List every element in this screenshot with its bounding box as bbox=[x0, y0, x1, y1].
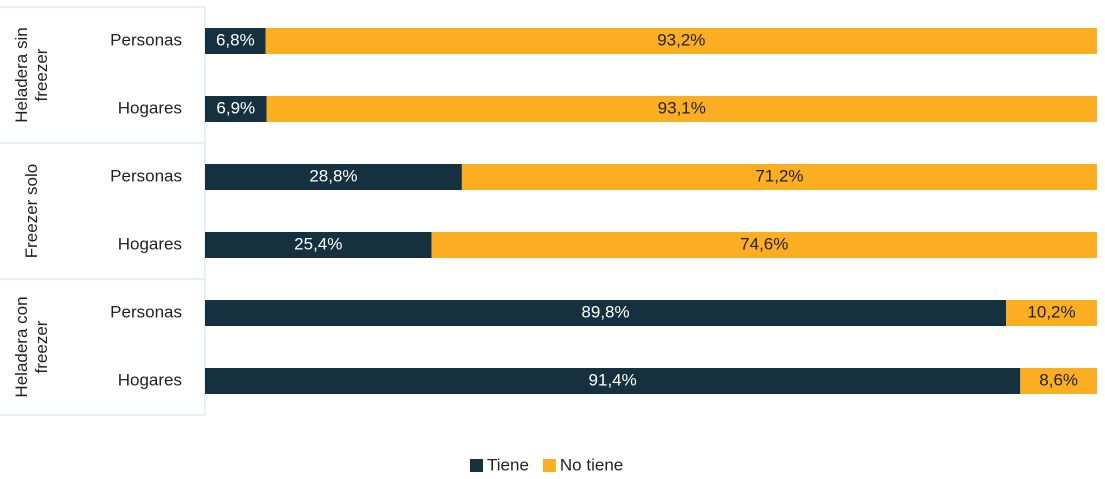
bar-segment bbox=[205, 164, 462, 190]
bar-segment bbox=[461, 164, 1097, 190]
value-label: 71,2% bbox=[755, 166, 803, 185]
value-label: 10,2% bbox=[1027, 302, 1075, 321]
group-label: Heladera sin freezer bbox=[12, 27, 51, 123]
value-label: 25,4% bbox=[294, 234, 342, 253]
bar-segment bbox=[1006, 300, 1097, 326]
y-tick-label: Hogares bbox=[118, 98, 182, 117]
value-label: 93,1% bbox=[658, 98, 706, 117]
bar-segment bbox=[1020, 368, 1097, 394]
bar-segment bbox=[205, 300, 1007, 326]
bar-segment bbox=[265, 28, 1097, 54]
group-label: Heladera con freezer bbox=[12, 296, 51, 398]
y-tick-label: Personas bbox=[110, 302, 182, 321]
value-label: 89,8% bbox=[581, 302, 629, 321]
value-label: 74,6% bbox=[740, 234, 788, 253]
value-label: 91,4% bbox=[589, 370, 637, 389]
legend-label: No tiene bbox=[560, 455, 623, 474]
bar-segment bbox=[205, 232, 432, 258]
bar-segment bbox=[205, 28, 266, 54]
group-label: Freezer solo bbox=[22, 163, 41, 259]
legend-label: Tiene bbox=[487, 455, 529, 474]
value-label: 8,6% bbox=[1039, 370, 1078, 389]
bar-segment bbox=[266, 96, 1098, 122]
bar-segment bbox=[431, 232, 1097, 258]
y-tick-label: Personas bbox=[110, 30, 182, 49]
bar-segment bbox=[205, 368, 1021, 394]
legend-swatch bbox=[470, 459, 483, 472]
value-label: 93,2% bbox=[657, 30, 705, 49]
value-label: 6,8% bbox=[216, 30, 255, 49]
bar-segment bbox=[205, 96, 267, 122]
y-tick-label: Hogares bbox=[118, 370, 182, 389]
y-tick-label: Personas bbox=[110, 166, 182, 185]
value-label: 28,8% bbox=[309, 166, 357, 185]
y-tick-label: Hogares bbox=[118, 234, 182, 253]
value-label: 6,9% bbox=[216, 98, 255, 117]
legend-swatch bbox=[542, 459, 556, 472]
